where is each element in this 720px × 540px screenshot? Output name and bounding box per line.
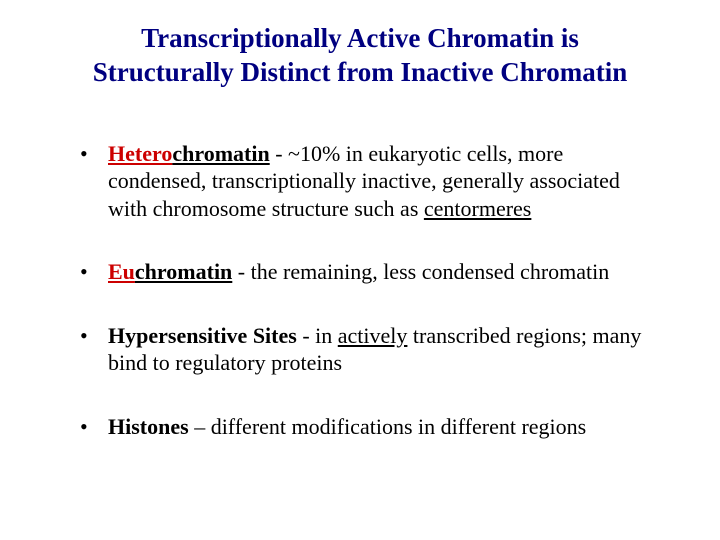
slide-title: Transcriptionally Active Chromatin is St… (60, 22, 660, 90)
term-plain: chromatin (135, 259, 232, 284)
bullet-underline: centormeres (424, 196, 532, 221)
term-red: Hetero (108, 141, 172, 166)
bullet-item: Histones – different modifications in di… (80, 413, 660, 441)
term-bold: Hypersensitive Sites (108, 323, 297, 348)
bullet-text-a: - the remaining, less condensed chromati… (232, 259, 609, 284)
bullet-item: Hypersensitive Sites - in actively trans… (80, 322, 660, 377)
title-line-2: Structurally Distinct from Inactive Chro… (93, 57, 627, 87)
bullet-list: Heterochromatin - ~10% in eukaryotic cel… (80, 140, 660, 441)
bullet-text-a: - in (297, 323, 338, 348)
slide: Transcriptionally Active Chromatin is St… (0, 0, 720, 540)
bullet-text-a: – different modifications in different r… (189, 414, 587, 439)
term-red: Eu (108, 259, 135, 284)
term-bold: Histones (108, 414, 189, 439)
bullet-item: Heterochromatin - ~10% in eukaryotic cel… (80, 140, 660, 223)
bullet-underline: actively (338, 323, 408, 348)
title-line-1: Transcriptionally Active Chromatin is (141, 23, 579, 53)
term-plain: chromatin (172, 141, 269, 166)
bullet-item: Euchromatin - the remaining, less conden… (80, 258, 660, 286)
